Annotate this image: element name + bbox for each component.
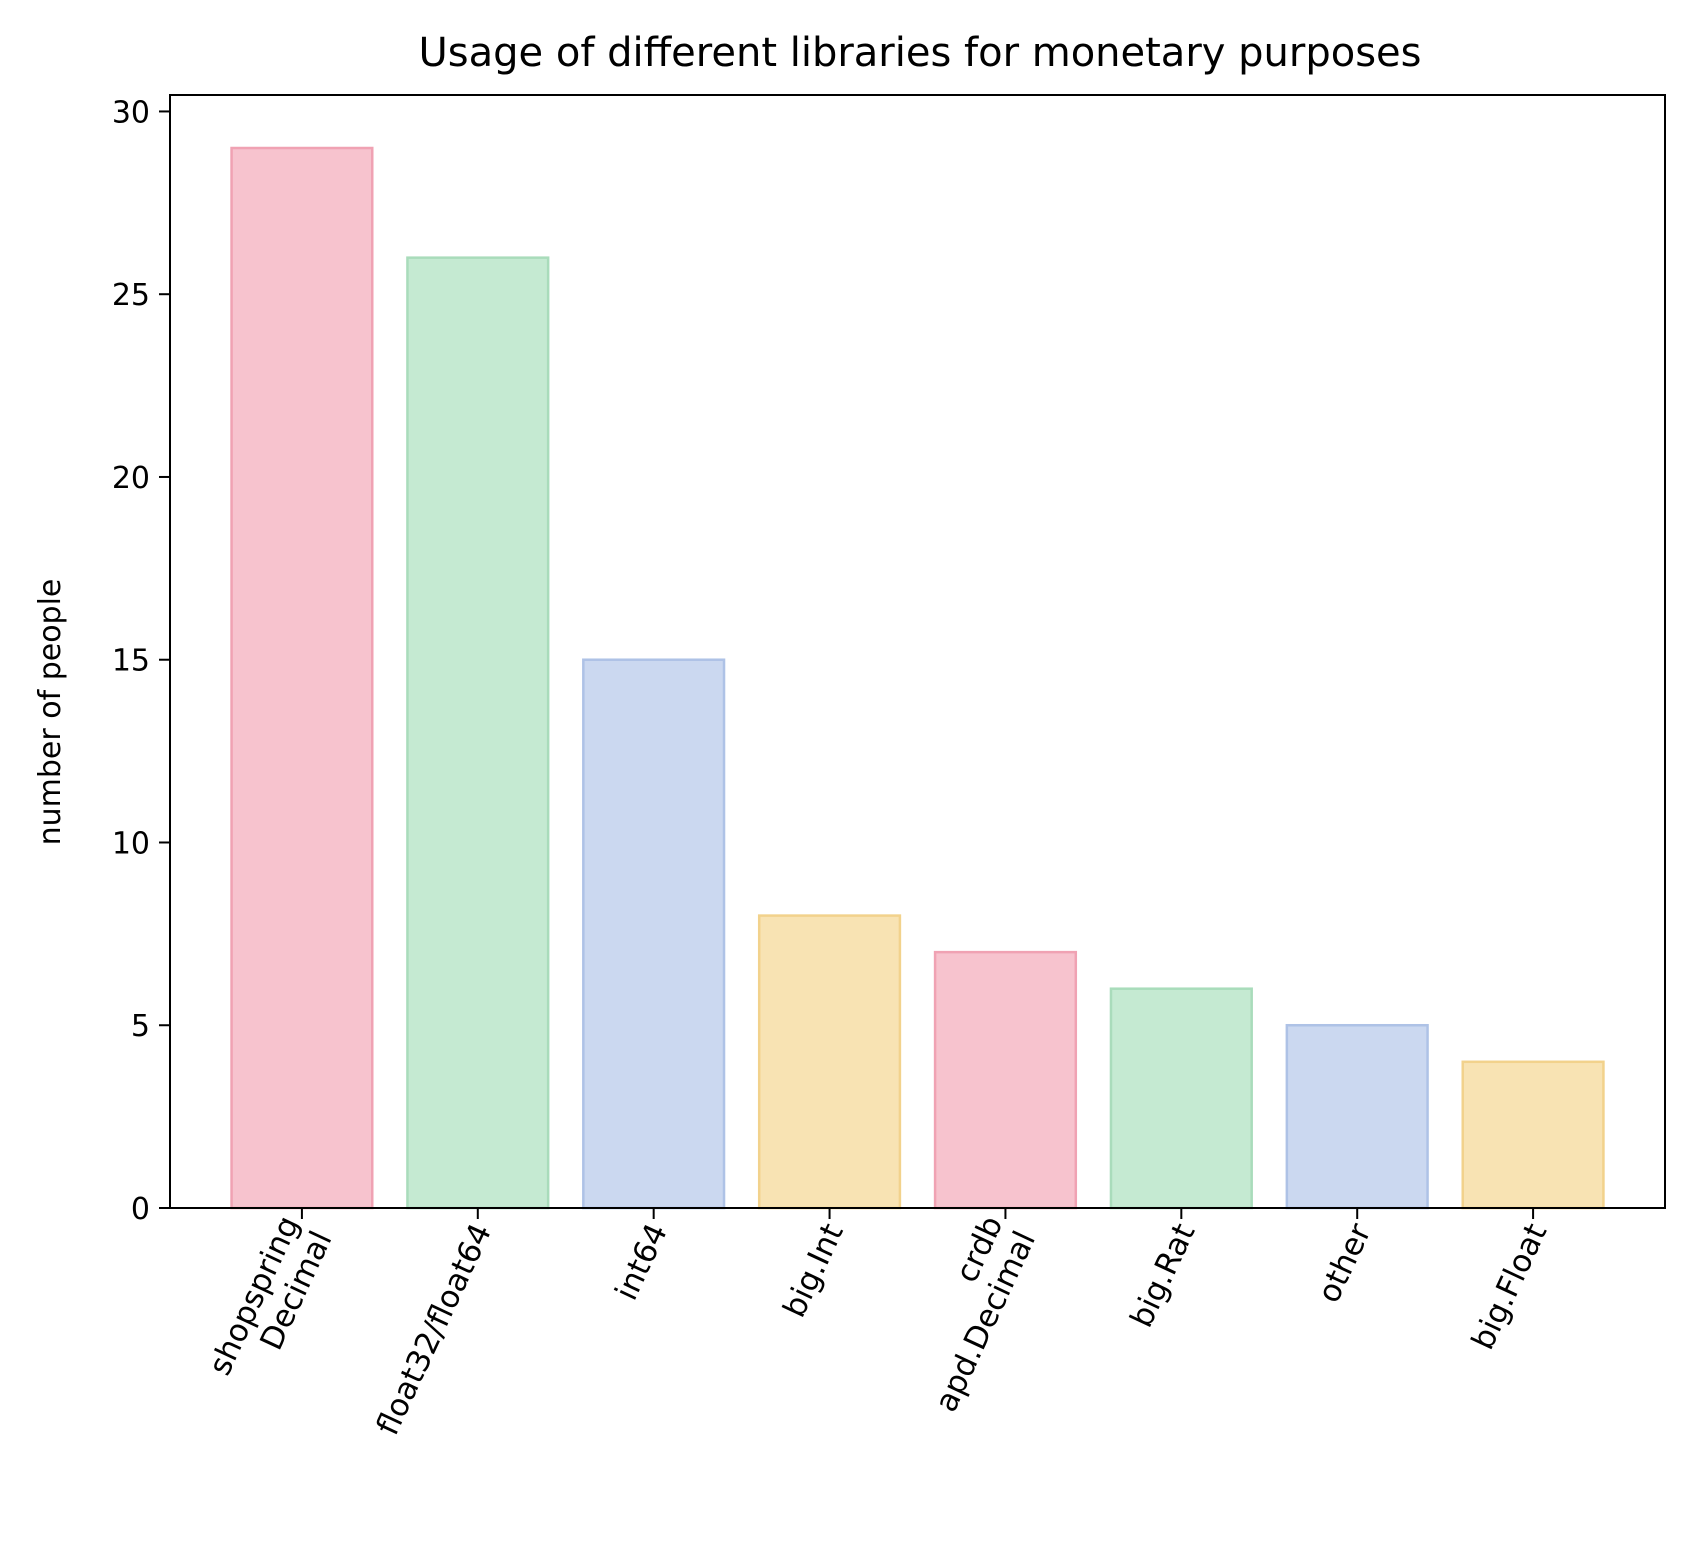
bar-1	[406, 256, 550, 1210]
axes-frame	[169, 94, 1666, 1209]
y-tick-label: 5	[131, 1009, 150, 1044]
x-tick-label-line: big.Float	[1465, 1218, 1554, 1355]
bar-2	[582, 658, 726, 1210]
y-tick-label: 20	[112, 461, 150, 496]
bar-7	[1461, 1060, 1605, 1210]
x-tick-label: big.Int	[776, 1218, 850, 1323]
bar-4	[933, 950, 1078, 1210]
x-tick-label-line: big.Int	[776, 1218, 850, 1323]
x-tick-label: float32/float64	[370, 1218, 499, 1440]
x-tick-label: other	[1311, 1218, 1379, 1308]
x-tick-label: big.Float	[1465, 1218, 1554, 1355]
bar-6	[1285, 1023, 1429, 1210]
bars-layer	[230, 146, 1605, 1210]
x-tick-label: big.Rat	[1124, 1218, 1203, 1333]
x-tick-label-line: int64	[609, 1218, 675, 1306]
x-tick-label: shopspringDecimal	[202, 1211, 340, 1396]
y-axis: 0 5 10 15 20 25 30	[112, 95, 170, 1227]
x-tick-label: crdbapd.Decimal	[895, 1211, 1043, 1418]
y-tick-label: 15	[112, 644, 150, 679]
x-tick-label-line: float32/float64	[370, 1218, 499, 1440]
bar-5	[1109, 987, 1253, 1210]
x-tick-label-line: other	[1311, 1218, 1379, 1308]
x-axis: shopspringDecimal float32/float64 int64 big…	[202, 1208, 1554, 1441]
bar-0	[230, 146, 374, 1210]
y-tick-label: 25	[112, 278, 150, 313]
chart-title: Usage of different libraries for monetar…	[419, 30, 1422, 76]
x-tick-label-line: big.Rat	[1124, 1218, 1203, 1333]
y-tick-label: 30	[112, 95, 150, 130]
x-tick-label: int64	[609, 1218, 675, 1306]
y-tick-label: 10	[112, 826, 150, 861]
y-axis-label: number of people	[33, 579, 68, 846]
y-tick-label: 0	[131, 1192, 150, 1227]
bar-3	[757, 914, 902, 1210]
